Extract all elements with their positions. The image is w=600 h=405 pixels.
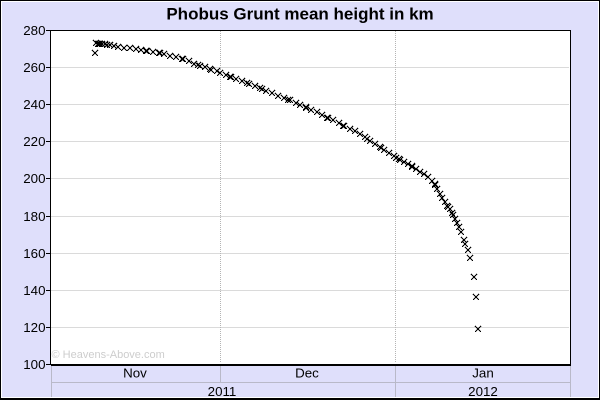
svg-text:Nov: Nov xyxy=(123,366,147,381)
svg-text:2011: 2011 xyxy=(208,384,237,399)
svg-text:280: 280 xyxy=(23,23,45,38)
svg-text:180: 180 xyxy=(23,209,45,224)
svg-text:260: 260 xyxy=(23,60,45,75)
svg-text:Dec: Dec xyxy=(295,366,319,381)
svg-text:240: 240 xyxy=(23,97,45,112)
svg-text:200: 200 xyxy=(23,171,45,186)
svg-text:Phobus Grunt mean height in km: Phobus Grunt mean height in km xyxy=(166,5,433,24)
svg-text:Jan: Jan xyxy=(472,366,494,381)
svg-text:140: 140 xyxy=(23,283,45,298)
svg-text:120: 120 xyxy=(23,320,45,335)
svg-text:© Heavens-Above.com: © Heavens-Above.com xyxy=(52,349,165,361)
svg-text:160: 160 xyxy=(23,246,45,261)
svg-text:100: 100 xyxy=(23,357,45,372)
svg-text:220: 220 xyxy=(23,134,45,149)
svg-text:2012: 2012 xyxy=(468,384,498,399)
